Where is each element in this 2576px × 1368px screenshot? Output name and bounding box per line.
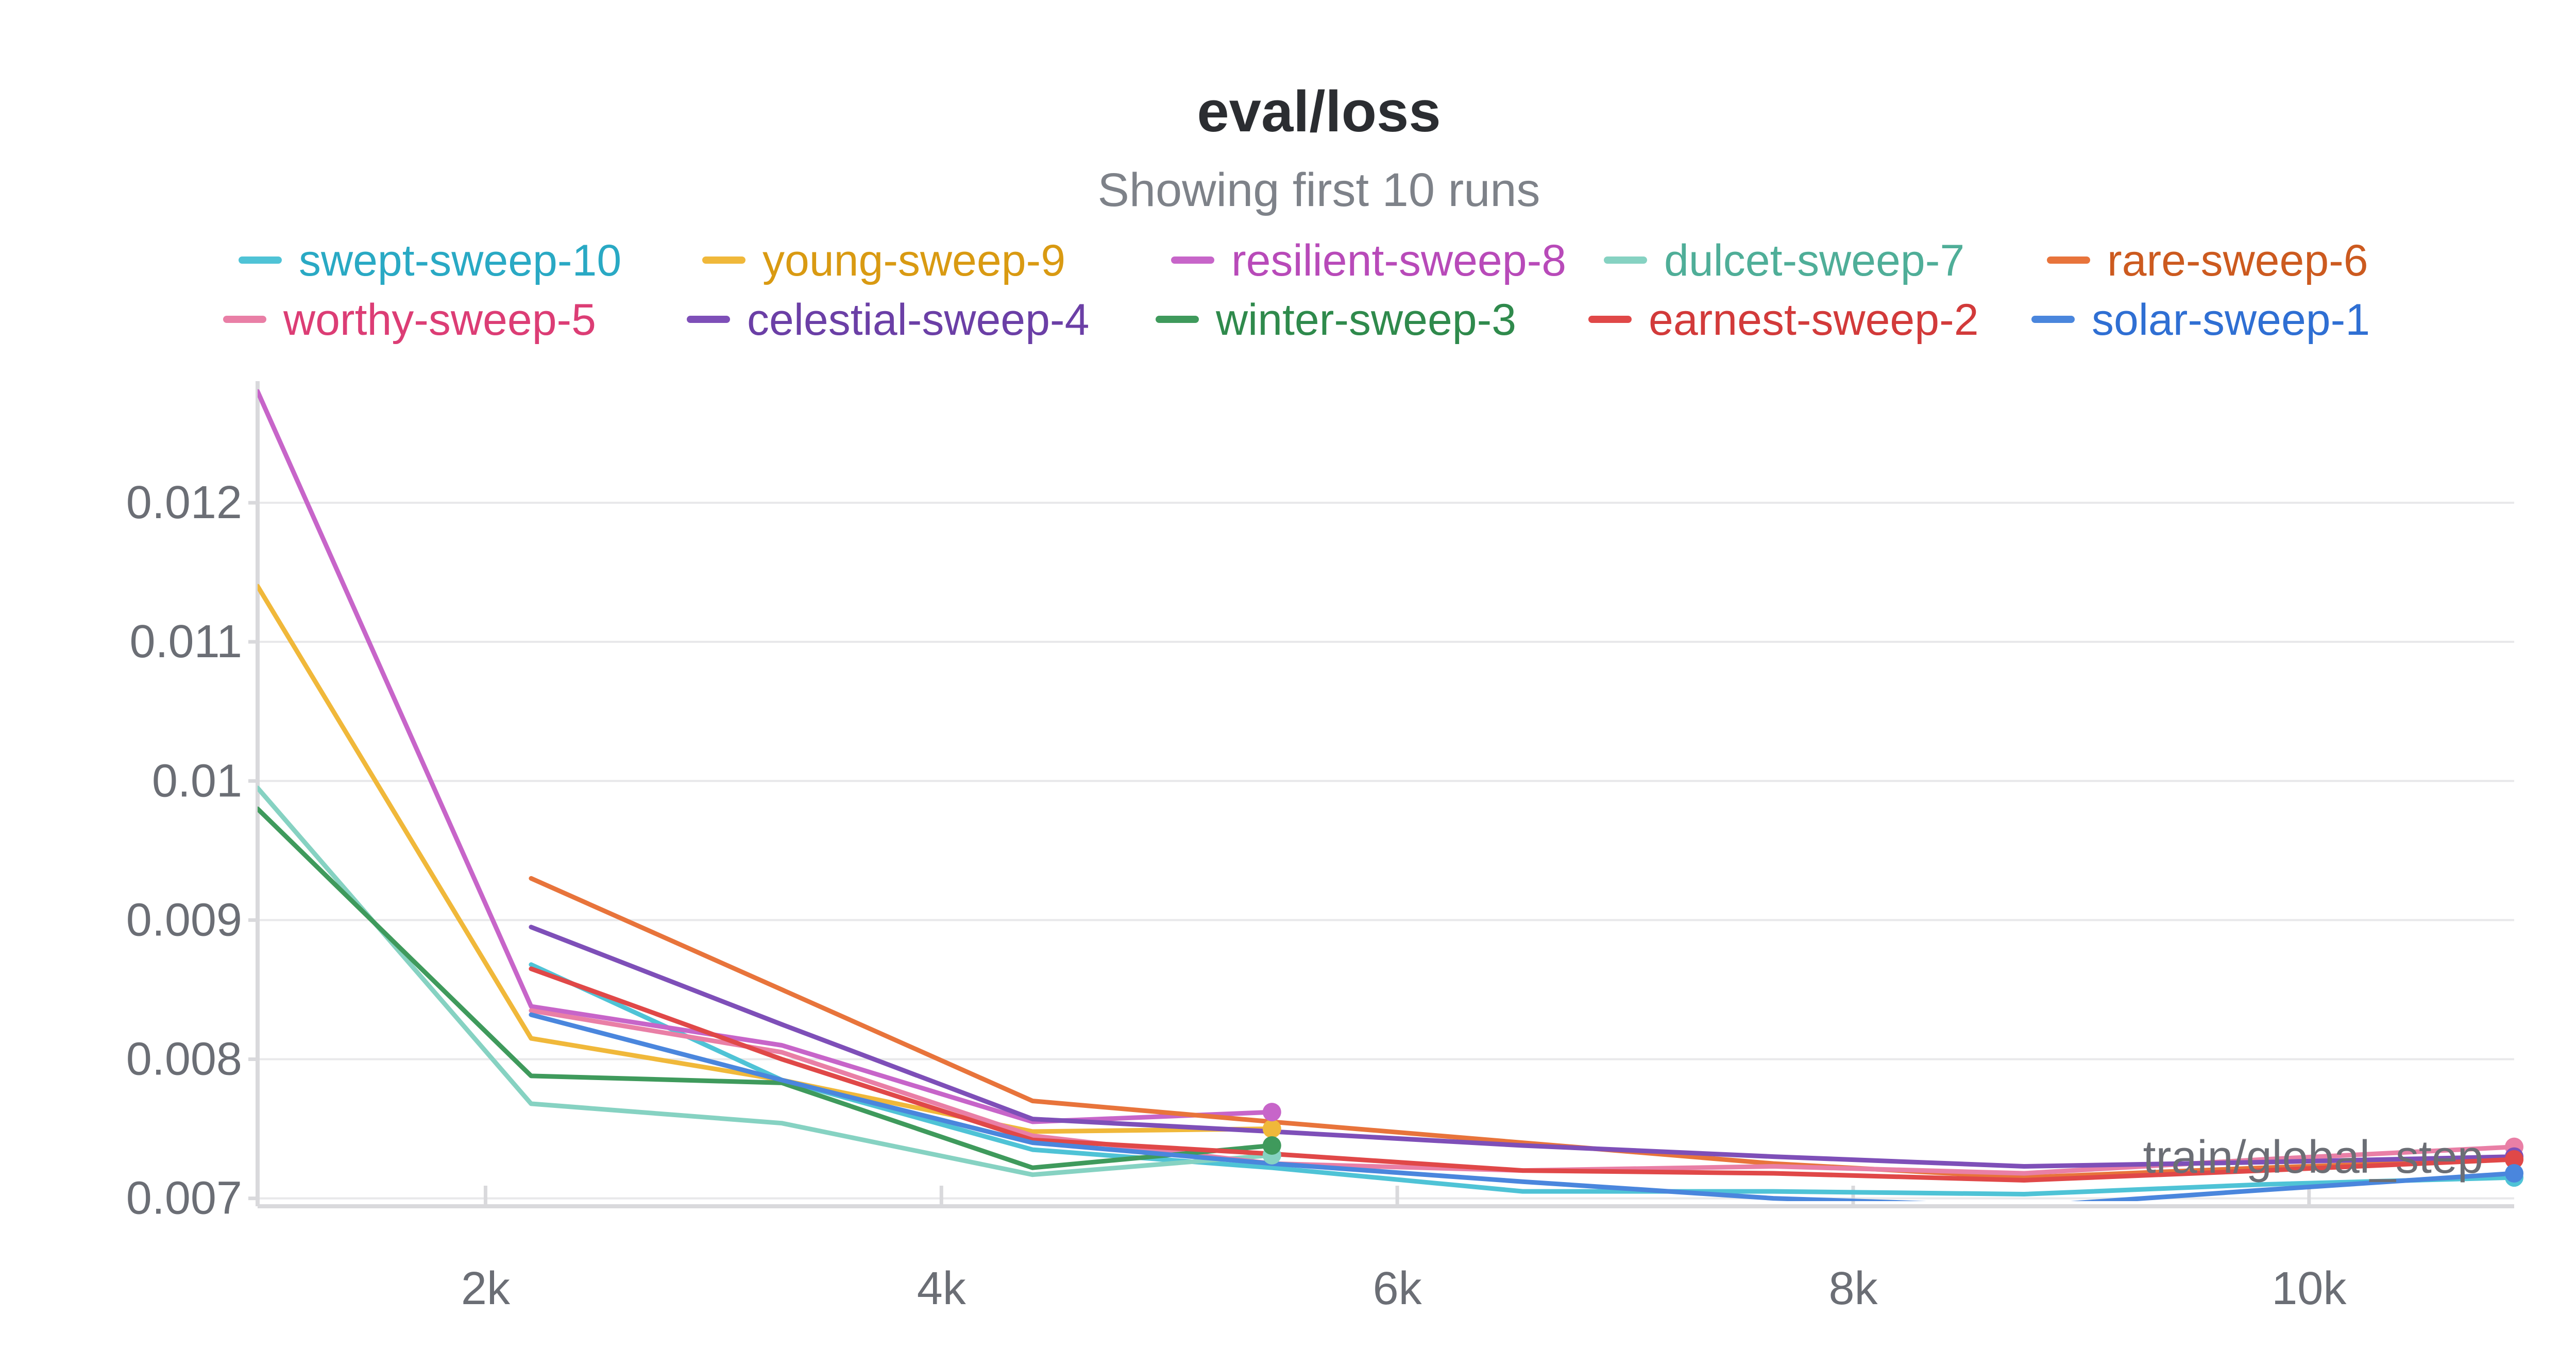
- legend-item-worthy-sweep-5[interactable]: worthy-sweep-5: [223, 295, 596, 345]
- legend-item-dulcet-sweep-7[interactable]: dulcet-sweep-7: [1604, 236, 1964, 285]
- series-end-point-winter-sweep-3[interactable]: [1262, 1136, 1281, 1155]
- y-tick-label: 0.008: [126, 1033, 242, 1085]
- series-line-solar-sweep-1[interactable]: [529, 1012, 2517, 1207]
- x-tick-label: 6k: [1373, 1263, 1422, 1314]
- legend-label: solar-sweep-1: [2092, 295, 2370, 345]
- legend-label: celestial-sweep-4: [747, 295, 1089, 345]
- y-tick-label: 0.01: [152, 755, 242, 807]
- series-line-dulcet-sweep-7[interactable]: [258, 785, 1275, 1177]
- legend-label: winter-sweep-3: [1215, 295, 1516, 345]
- x-tick-label: 4k: [917, 1263, 967, 1314]
- series-line-celestial-sweep-4[interactable]: [529, 925, 2517, 1169]
- series-line-winter-sweep-3[interactable]: [258, 806, 1275, 1170]
- series-end-point-earnest-sweep-2[interactable]: [2505, 1150, 2523, 1169]
- x-tick-label: 10k: [2272, 1263, 2347, 1314]
- axes: [256, 381, 2514, 1208]
- legend-item-rare-sweep-6[interactable]: rare-sweep-6: [2047, 236, 2368, 285]
- legend: swept-sweep-10 young-sweep-9 resilient-swe…: [223, 236, 2370, 345]
- legend-label: worthy-sweep-5: [283, 295, 596, 345]
- chart-subtitle: Showing first 10 runs: [1097, 164, 1540, 216]
- end-markers: [1262, 1103, 2523, 1187]
- legend-label: swept-sweep-10: [299, 236, 621, 285]
- series-end-point-young-sweep-9[interactable]: [1262, 1119, 1281, 1138]
- legend-label: dulcet-sweep-7: [1664, 236, 1964, 285]
- series-end-point-resilient-sweep-8[interactable]: [1262, 1103, 1281, 1122]
- legend-label: rare-sweep-6: [2107, 236, 2368, 285]
- series-line-resilient-sweep-8[interactable]: [258, 389, 1275, 1124]
- x-tick-label: 8k: [1828, 1263, 1878, 1314]
- legend-item-winter-sweep-3[interactable]: winter-sweep-3: [1156, 295, 1516, 345]
- series-group: [258, 389, 2517, 1207]
- legend-item-solar-sweep-1[interactable]: solar-sweep-1: [2031, 295, 2370, 345]
- grid-lines: [258, 502, 2514, 1200]
- y-tick-label: 0.012: [126, 477, 242, 528]
- series-line-earnest-sweep-2[interactable]: [529, 966, 2517, 1183]
- legend-label: earnest-sweep-2: [1649, 295, 1979, 345]
- legend-item-earnest-sweep-2[interactable]: earnest-sweep-2: [1588, 295, 1979, 345]
- y-tick-label: 0.009: [126, 894, 242, 946]
- legend-label: young-sweep-9: [762, 236, 1065, 285]
- legend-item-resilient-sweep-8[interactable]: resilient-sweep-8: [1171, 236, 1566, 285]
- y-axis-ticks: 0.007 0.008 0.009 0.01 0.011 0.012: [126, 477, 258, 1224]
- series-end-point-solar-sweep-1[interactable]: [2505, 1164, 2523, 1183]
- series-line-rare-sweep-6[interactable]: [529, 876, 2517, 1180]
- legend-item-young-sweep-9[interactable]: young-sweep-9: [702, 236, 1065, 285]
- legend-item-celestial-sweep-4[interactable]: celestial-sweep-4: [687, 295, 1089, 345]
- x-axis-label: train/global_step: [2143, 1132, 2483, 1183]
- chart-title: eval/loss: [1197, 79, 1440, 144]
- x-tick-label: 2k: [461, 1263, 511, 1314]
- x-axis-ticks: 2k 4k 6k 8k 10k: [461, 1186, 2347, 1314]
- y-tick-label: 0.011: [129, 616, 242, 668]
- legend-label: resilient-sweep-8: [1231, 236, 1566, 285]
- legend-item-swept-sweep-10[interactable]: swept-sweep-10: [239, 236, 621, 285]
- y-tick-label: 0.007: [126, 1173, 242, 1224]
